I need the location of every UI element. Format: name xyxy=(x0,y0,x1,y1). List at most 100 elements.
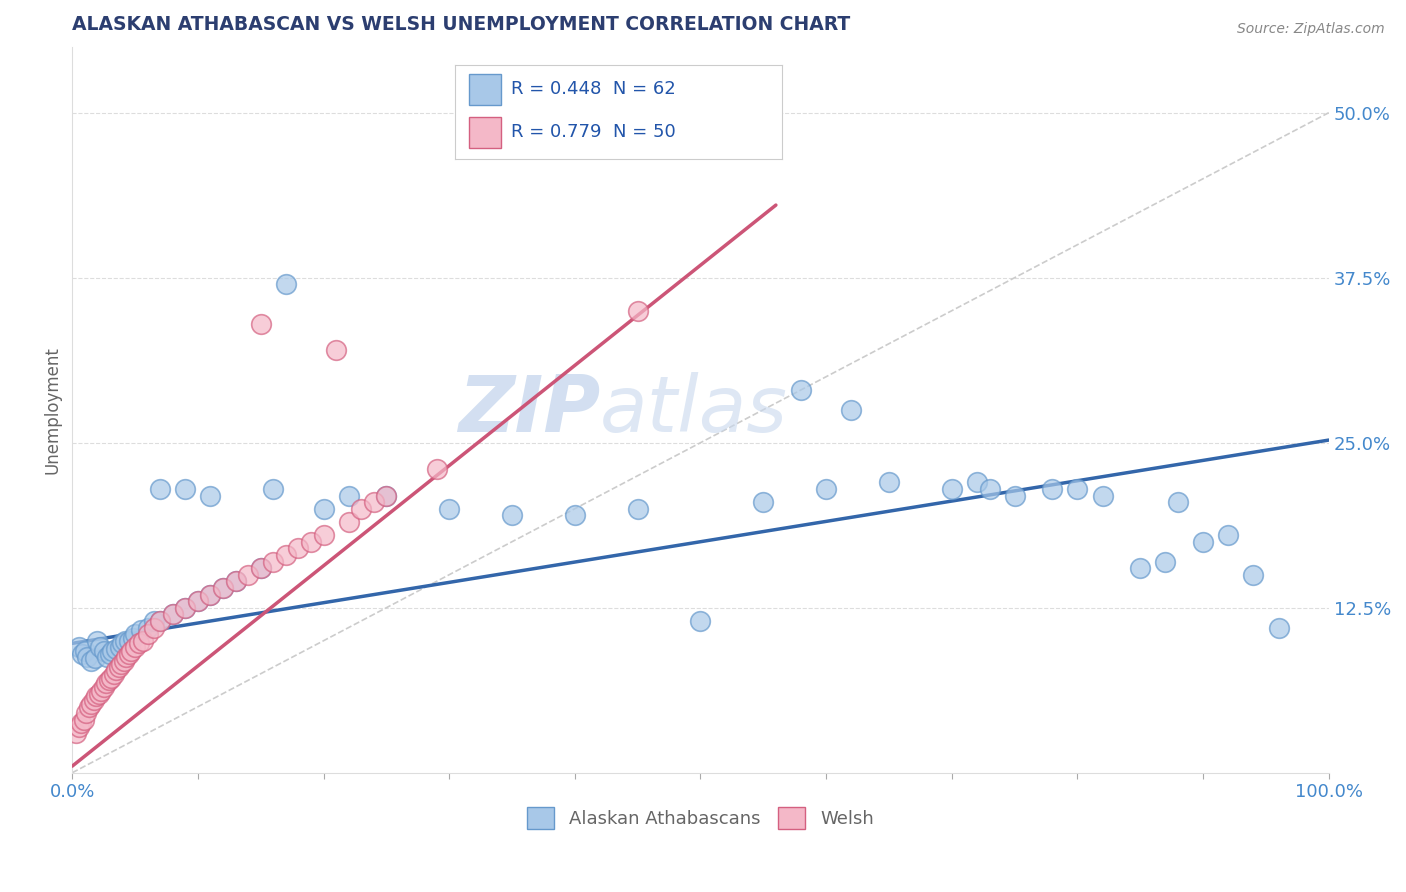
Point xyxy=(93,680,115,694)
Point xyxy=(299,534,322,549)
Point xyxy=(128,636,150,650)
Point xyxy=(287,541,309,556)
Point xyxy=(249,561,271,575)
Point xyxy=(312,528,335,542)
Text: atlas: atlas xyxy=(600,372,787,448)
Point xyxy=(115,649,138,664)
Point xyxy=(274,548,297,562)
Point xyxy=(337,489,360,503)
Point xyxy=(212,581,235,595)
Point xyxy=(121,631,143,645)
Point xyxy=(75,706,97,721)
Point xyxy=(1066,482,1088,496)
Point xyxy=(103,666,125,681)
Point xyxy=(120,644,142,658)
Point xyxy=(200,588,222,602)
Point xyxy=(337,515,360,529)
Point xyxy=(149,614,172,628)
Point xyxy=(1040,482,1063,496)
Point xyxy=(72,713,94,727)
Point xyxy=(941,482,963,496)
Point xyxy=(1267,621,1289,635)
Point xyxy=(815,482,838,496)
Point xyxy=(101,644,124,658)
Point xyxy=(73,644,96,658)
Point xyxy=(966,475,988,490)
Point xyxy=(90,684,112,698)
Point xyxy=(350,501,373,516)
Point xyxy=(262,555,284,569)
Point xyxy=(839,402,862,417)
Point xyxy=(325,343,347,358)
Point xyxy=(124,627,146,641)
Text: ALASKAN ATHABASCAN VS WELSH UNEMPLOYMENT CORRELATION CHART: ALASKAN ATHABASCAN VS WELSH UNEMPLOYMENT… xyxy=(72,15,851,34)
Point xyxy=(627,303,650,318)
Point xyxy=(1154,555,1177,569)
Point xyxy=(1167,495,1189,509)
Point xyxy=(87,687,110,701)
Point xyxy=(564,508,586,523)
Point xyxy=(131,623,153,637)
Point xyxy=(80,654,103,668)
Point xyxy=(375,489,398,503)
Point xyxy=(80,697,103,711)
Point xyxy=(877,475,900,490)
Point xyxy=(100,671,122,685)
Point xyxy=(187,594,209,608)
Point xyxy=(96,676,118,690)
Point xyxy=(174,600,197,615)
Point xyxy=(97,673,120,688)
Point xyxy=(89,640,111,655)
Text: Source: ZipAtlas.com: Source: ZipAtlas.com xyxy=(1237,22,1385,37)
Point xyxy=(200,489,222,503)
Point xyxy=(118,633,141,648)
Point xyxy=(124,640,146,655)
Point xyxy=(627,501,650,516)
Point xyxy=(212,581,235,595)
Point xyxy=(174,600,197,615)
Point xyxy=(111,636,134,650)
Point xyxy=(262,482,284,496)
Point xyxy=(105,663,128,677)
Legend: Alaskan Athabascans, Welsh: Alaskan Athabascans, Welsh xyxy=(520,800,882,837)
Point xyxy=(375,489,398,503)
Point xyxy=(149,482,172,496)
Point xyxy=(426,462,449,476)
Point xyxy=(112,654,135,668)
Point xyxy=(108,640,131,655)
Y-axis label: Unemployment: Unemployment xyxy=(44,346,60,474)
Point xyxy=(96,649,118,664)
Point xyxy=(1091,489,1114,503)
Point xyxy=(136,621,159,635)
Point xyxy=(274,277,297,292)
Point xyxy=(790,383,813,397)
Point xyxy=(67,720,90,734)
Point xyxy=(136,627,159,641)
Point xyxy=(118,647,141,661)
Point xyxy=(187,594,209,608)
Point xyxy=(200,588,222,602)
Point xyxy=(70,715,93,730)
Point xyxy=(174,482,197,496)
Point xyxy=(312,501,335,516)
Point xyxy=(67,640,90,655)
Point xyxy=(249,317,271,331)
Point xyxy=(1192,534,1215,549)
Point xyxy=(65,726,87,740)
Point xyxy=(1004,489,1026,503)
Point xyxy=(98,647,121,661)
Point xyxy=(501,508,523,523)
Point xyxy=(249,561,271,575)
Point xyxy=(1129,561,1152,575)
Point xyxy=(114,633,136,648)
Point xyxy=(142,614,165,628)
Point xyxy=(752,495,775,509)
Text: ZIP: ZIP xyxy=(458,372,600,448)
Point xyxy=(162,607,184,622)
Point xyxy=(83,651,105,665)
Point xyxy=(225,574,247,589)
Point xyxy=(363,495,385,509)
Point xyxy=(1218,528,1240,542)
Point xyxy=(149,614,172,628)
Point xyxy=(689,614,711,628)
